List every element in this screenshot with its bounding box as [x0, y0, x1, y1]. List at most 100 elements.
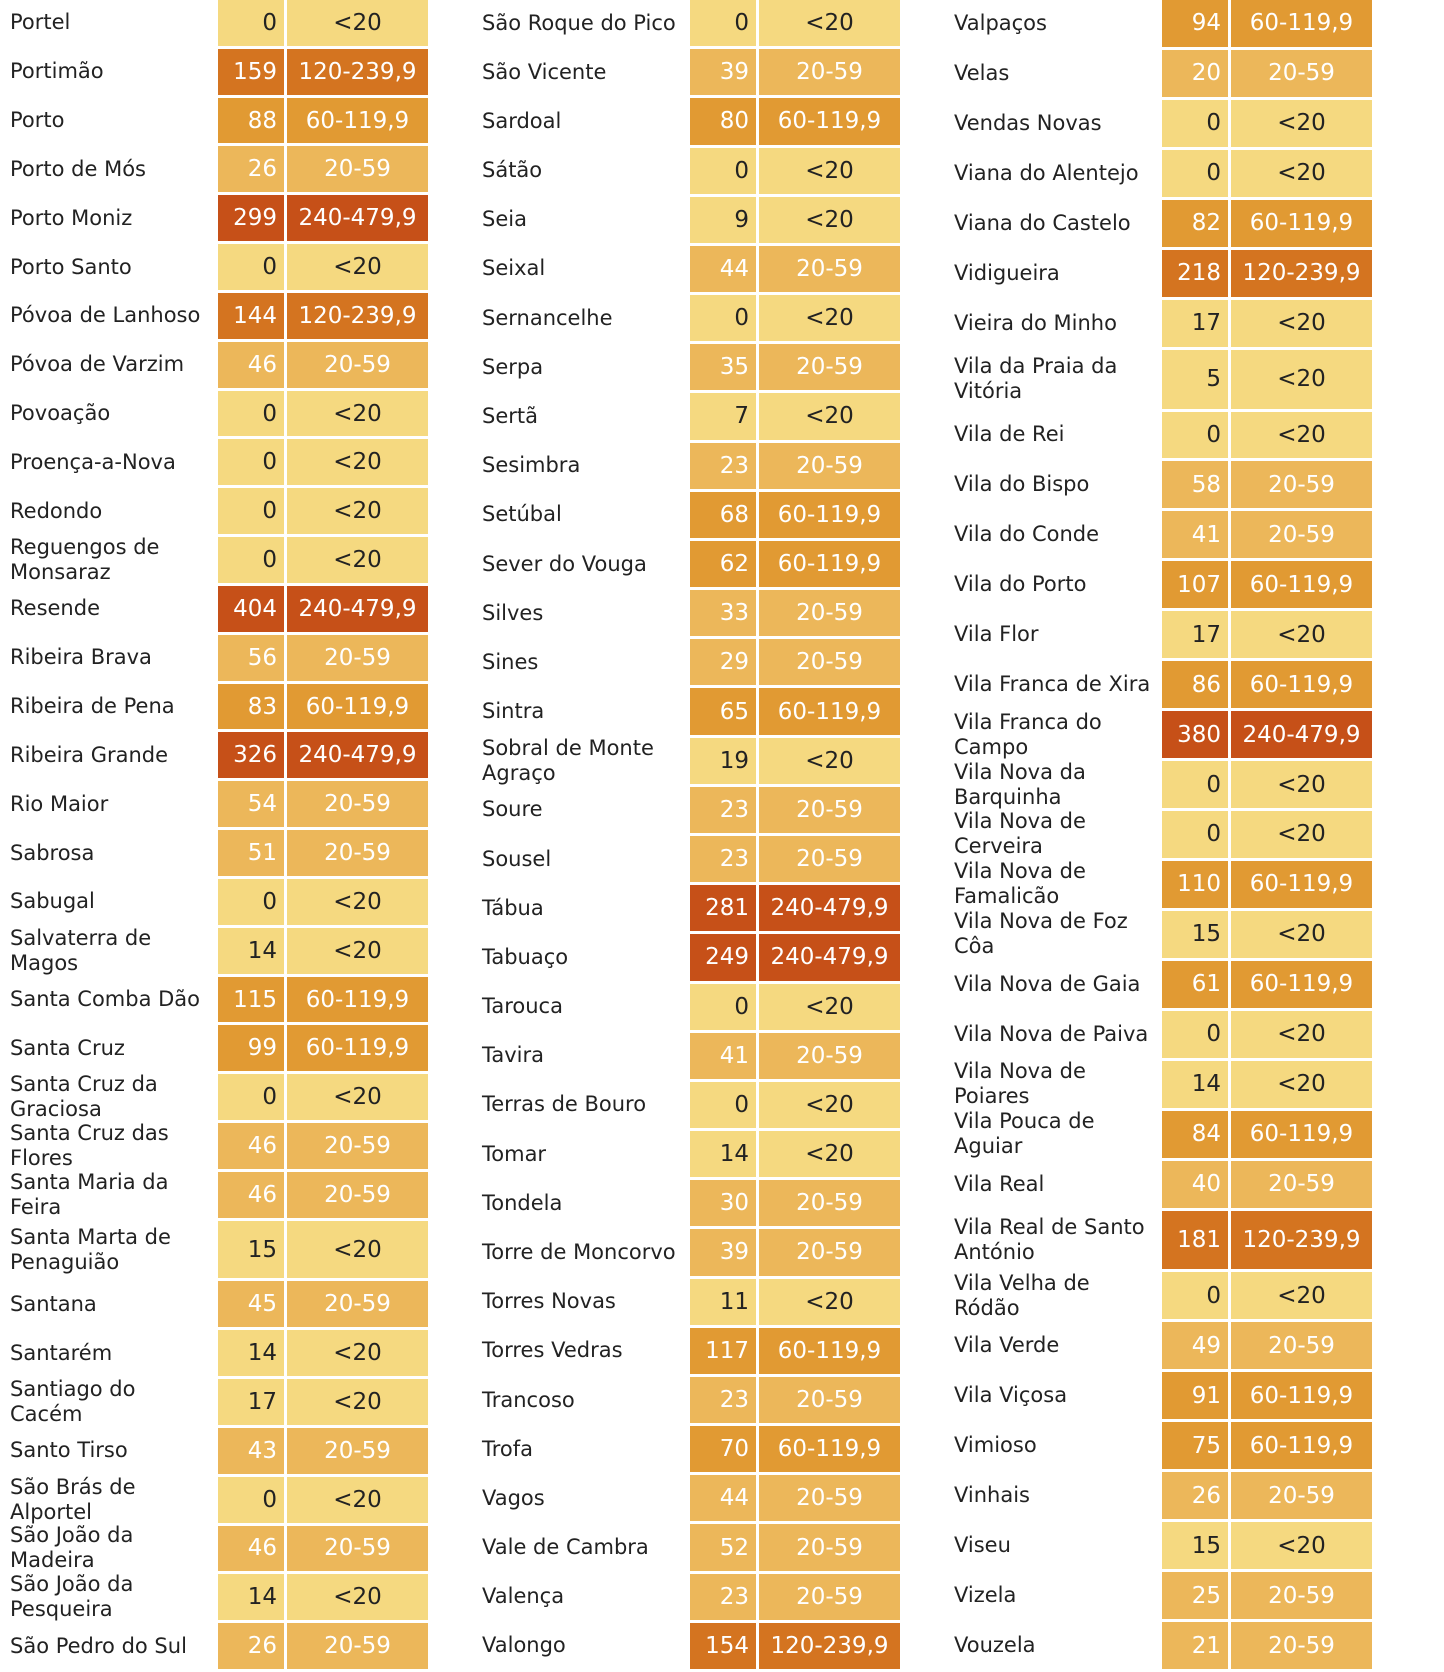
value-cell: 14 [218, 1330, 284, 1376]
value-cell: 40 [1162, 1160, 1228, 1208]
range-class-cell: 60-119,9 [759, 98, 900, 145]
table-row: Trofa 70 60-119,9 [472, 1426, 900, 1473]
value-cell: 0 [1162, 1272, 1228, 1320]
range-class-cell: 60-119,9 [1231, 561, 1372, 609]
range-class-cell: 20-59 [1231, 49, 1372, 97]
municipality-name: Tábua [482, 895, 544, 920]
value-cell: 70 [690, 1426, 756, 1473]
municipality-name: Vila Velha de Ródão [954, 1270, 1090, 1320]
value-cell: 26 [1162, 1472, 1228, 1520]
value-cell: 19 [690, 737, 756, 784]
municipality-name: Vila Nova de Gaia [954, 971, 1141, 996]
value-cell: 46 [218, 1525, 284, 1572]
range-class-cell: <20 [759, 0, 900, 47]
table-column: São Roque do Pico 0 <20 São Vicente 39 20-59 S… [472, 0, 900, 1672]
range-class-cell: <20 [1231, 411, 1372, 459]
value-cell: 82 [1162, 199, 1228, 247]
table-row: Valença 23 20-59 [472, 1573, 900, 1620]
municipality-name: Santa Cruz das Flores [10, 1121, 169, 1171]
range-class-cell: <20 [287, 488, 428, 535]
municipality-name: Porto Santo [10, 254, 132, 279]
range-class-cell: 20-59 [759, 1573, 900, 1620]
table-row: Santa Marta de Penaguião 15 <20 [0, 1220, 428, 1279]
table-column: Valpaços 94 60-119,9 Velas 20 20-59 Vendas Nov… [944, 0, 1372, 1672]
value-cell: 68 [690, 491, 756, 538]
table-row: Vouzela 21 20-59 [944, 1622, 1372, 1669]
value-cell: 0 [1162, 411, 1228, 459]
table-row: Vila Franca do Campo 380 240-479,9 [944, 710, 1372, 759]
municipality-name: Velas [954, 60, 1010, 85]
municipality-name: Vila Verde [954, 1333, 1060, 1358]
table-row: Redondo 0 <20 [0, 488, 428, 535]
table-row: Vila Nova da Barquinha 0 <20 [944, 760, 1372, 809]
table-row: Porto 88 60-119,9 [0, 97, 428, 144]
value-cell: 58 [1162, 461, 1228, 509]
value-cell: 43 [218, 1427, 284, 1474]
value-cell: 88 [218, 97, 284, 144]
table-row: Setúbal 68 60-119,9 [472, 491, 900, 538]
range-class-cell: <20 [759, 1278, 900, 1325]
table-row: Vila Nova de Gaia 61 60-119,9 [944, 960, 1372, 1008]
municipality-name: Ribeira Grande [10, 742, 169, 767]
value-cell: 99 [218, 1025, 284, 1072]
table-row: São João da Madeira 46 20-59 [0, 1523, 428, 1572]
value-cell: 61 [1162, 960, 1228, 1008]
municipality-name: São Roque do Pico [482, 10, 676, 35]
value-cell: 0 [218, 878, 284, 925]
range-class-cell: 60-119,9 [1231, 0, 1372, 47]
municipality-name: Tarouca [482, 994, 563, 1019]
value-cell: 0 [218, 1074, 284, 1121]
municipality-name: Ribeira Brava [10, 645, 152, 670]
value-cell: 45 [218, 1281, 284, 1328]
value-cell: 404 [218, 585, 284, 632]
table-row: Vila Nova de Poiares 14 <20 [944, 1059, 1372, 1108]
range-class-cell: 60-119,9 [1231, 1422, 1372, 1470]
table-row: Valpaços 94 60-119,9 [944, 0, 1372, 47]
table-row: Santa Cruz da Graciosa 0 <20 [0, 1072, 428, 1121]
value-cell: 144 [218, 292, 284, 339]
municipality-name: Vila do Conde [954, 522, 1100, 547]
range-class-cell: 20-59 [287, 781, 428, 828]
value-cell: 326 [218, 732, 284, 779]
range-class-cell: 60-119,9 [759, 1426, 900, 1473]
municipality-name: Redondo [10, 498, 103, 523]
value-cell: 54 [218, 781, 284, 828]
range-class-cell: 20-59 [759, 49, 900, 96]
municipality-name: Sernancelhe [482, 305, 613, 330]
value-cell: 154 [690, 1622, 756, 1669]
table-row: Vila Velha de Ródão 0 <20 [944, 1270, 1372, 1320]
table-row: Vila do Conde 41 20-59 [944, 511, 1372, 559]
municipality-name: Resende [10, 596, 100, 621]
range-class-cell: 20-59 [287, 1525, 428, 1572]
value-cell: 46 [218, 1123, 284, 1169]
municipality-name: Vila Nova de Famalicão [954, 859, 1086, 909]
range-class-cell: 20-59 [287, 634, 428, 681]
value-cell: 17 [1162, 299, 1228, 347]
municipality-name: Viana do Castelo [954, 210, 1131, 235]
municipality-name: Sardoal [482, 108, 562, 133]
value-cell: 0 [218, 0, 284, 46]
value-cell: 0 [218, 390, 284, 437]
municipality-name: Vizela [954, 1583, 1017, 1608]
value-cell: 107 [1162, 561, 1228, 609]
range-class-cell: 120-239,9 [759, 1622, 900, 1669]
municipality-name: Vila da Praia da Vitória [954, 354, 1118, 404]
table-row: Vimioso 75 60-119,9 [944, 1422, 1372, 1470]
range-class-cell: 20-59 [759, 836, 900, 883]
municipality-name: Tomar [482, 1141, 547, 1166]
range-class-cell: 60-119,9 [1231, 199, 1372, 247]
table-row: Vila Pouca de Aguiar 84 60-119,9 [944, 1109, 1372, 1158]
table-row: Viana do Castelo 82 60-119,9 [944, 199, 1372, 247]
value-cell: 281 [690, 885, 756, 932]
table-row: Sobral de Monte Agraço 19 <20 [472, 736, 900, 785]
value-cell: 51 [218, 830, 284, 876]
municipality-name: Setúbal [482, 502, 562, 527]
value-cell: 0 [1162, 811, 1228, 858]
range-class-cell: <20 [287, 0, 428, 46]
range-class-cell: 20-59 [287, 1427, 428, 1474]
value-cell: 14 [1162, 1060, 1228, 1108]
table-row: Viseu 15 <20 [944, 1522, 1372, 1570]
value-cell: 25 [1162, 1572, 1228, 1620]
municipality-name: Santarém [10, 1340, 113, 1365]
value-cell: 218 [1162, 249, 1228, 297]
